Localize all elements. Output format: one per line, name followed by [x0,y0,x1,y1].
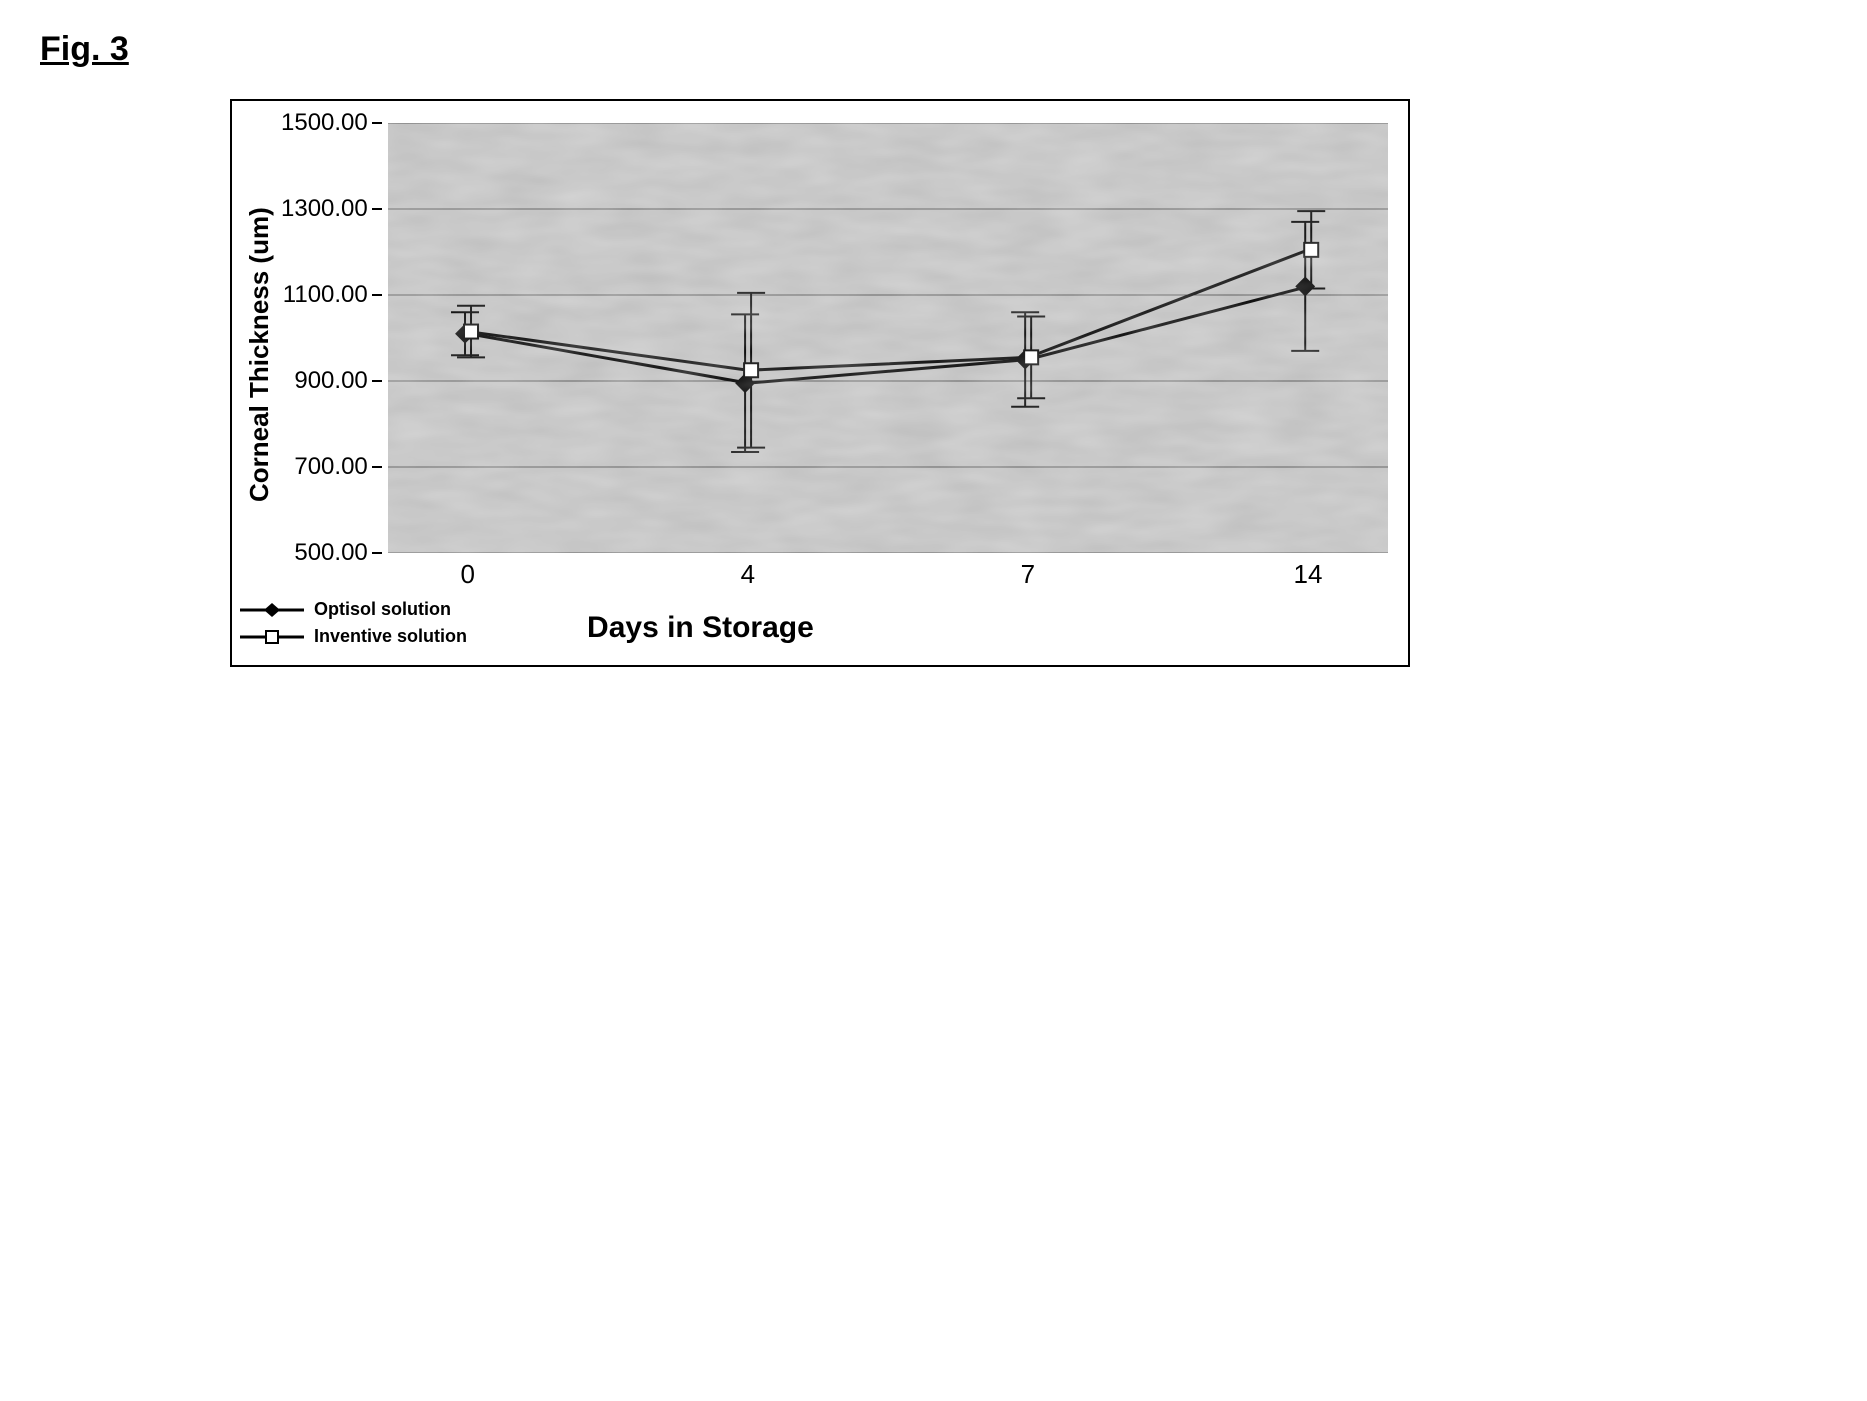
y-axis-label: Corneal Thickness (um) [240,123,279,587]
legend-item: Inventive solution [240,626,467,647]
legend-item: Optisol solution [240,599,467,620]
x-tick-label: 14 [1294,559,1323,590]
x-axis-label: Days in Storage [467,593,814,645]
chart-container: Corneal Thickness (um) 1500.001300.00110… [230,99,1410,667]
x-tick-label: 0 [461,559,475,590]
figure-title: Fig. 3 [40,30,1837,69]
x-tick-label: 4 [741,559,755,590]
legend-label: Optisol solution [314,599,451,620]
y-axis-ticks: 1500.001300.001100.00900.00700.00500.00 [279,123,388,553]
plot-area [388,123,1388,553]
legend: Optisol solution Inventive solution [240,593,467,653]
legend-label: Inventive solution [314,626,467,647]
x-axis-ticks: 0 4 7 14 [388,553,1388,587]
x-tick-label: 7 [1021,559,1035,590]
